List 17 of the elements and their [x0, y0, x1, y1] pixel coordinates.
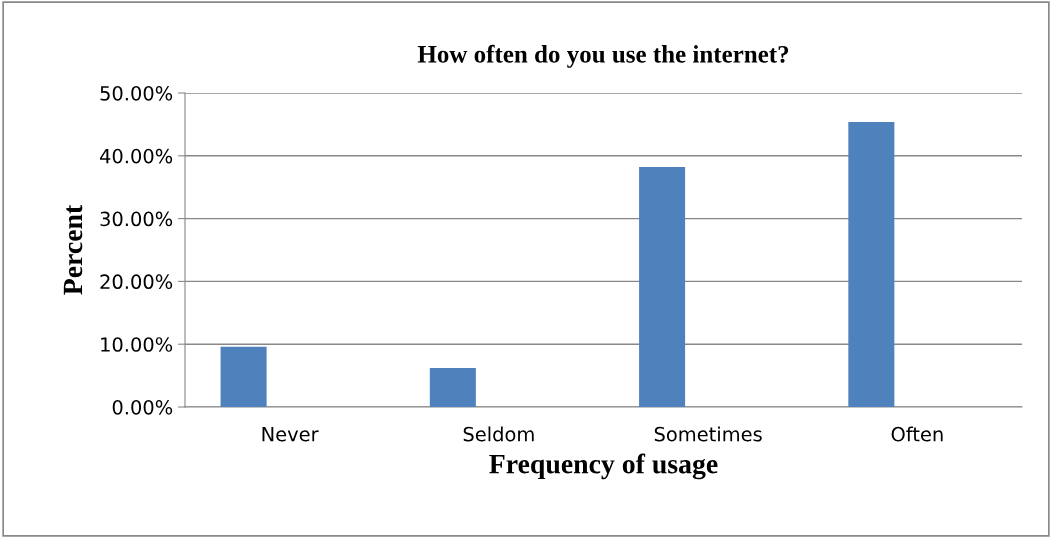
y-tick-label: 30.00%: [100, 211, 173, 227]
y-tick-label: 10.00%: [101, 337, 173, 352]
y-tick-label: 40.00%: [100, 148, 173, 164]
chart-title: How often do you use the internet?: [417, 44, 789, 68]
bar: [220, 346, 267, 407]
y-tick-label: 0.00%: [112, 399, 173, 415]
y-axis-title: Percent: [63, 204, 83, 295]
y-tick-label: 50.00%: [100, 85, 173, 101]
y-tick-label: 20.00%: [100, 274, 173, 290]
x-axis-title: Frequency of usage: [489, 453, 718, 480]
bar: [848, 121, 895, 407]
x-tick-label: Never: [262, 427, 319, 442]
x-tick-label: Often: [891, 426, 943, 442]
x-tick-label: Sometimes: [654, 426, 762, 442]
bar: [429, 368, 476, 407]
bar: [639, 167, 686, 407]
x-tick-label: Seldom: [463, 426, 534, 442]
